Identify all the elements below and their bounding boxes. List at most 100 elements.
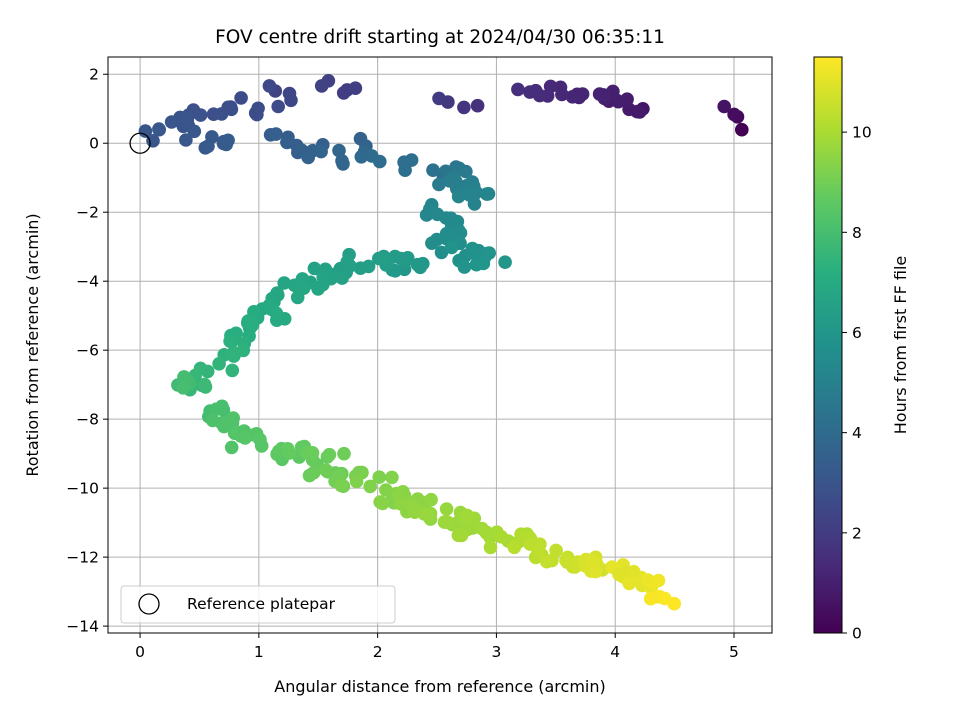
colorbar-tick-label: 0 xyxy=(852,625,862,643)
data-point xyxy=(245,318,260,332)
y-tick-label: −10 xyxy=(66,480,99,498)
data-point xyxy=(424,492,438,507)
data-point xyxy=(466,246,481,260)
data-point xyxy=(394,251,408,266)
plot-frame xyxy=(107,56,773,634)
data-point xyxy=(410,257,425,272)
data-point xyxy=(343,259,357,273)
data-point xyxy=(476,256,491,271)
data-point xyxy=(398,163,412,177)
data-point xyxy=(179,111,194,125)
y-tick-label: −14 xyxy=(66,618,99,636)
y-tick-label: −2 xyxy=(76,204,99,222)
data-point xyxy=(727,107,741,122)
data-point xyxy=(494,530,509,544)
data-point xyxy=(336,86,351,100)
data-point xyxy=(353,261,368,276)
data-point xyxy=(379,483,393,497)
data-point xyxy=(282,446,297,460)
data-point xyxy=(480,187,494,201)
data-point xyxy=(138,124,153,138)
data-point xyxy=(507,540,522,555)
data-point xyxy=(334,478,349,493)
data-point xyxy=(280,135,294,150)
data-point xyxy=(373,154,387,169)
x-tick-label: 2 xyxy=(373,643,383,661)
data-point xyxy=(432,91,446,106)
data-point xyxy=(643,591,658,606)
data-point xyxy=(451,189,466,204)
x-tick-label: 4 xyxy=(610,643,620,661)
data-point xyxy=(205,413,220,428)
data-point xyxy=(234,91,248,105)
data-point xyxy=(434,245,449,260)
data-point xyxy=(565,90,580,104)
data-point xyxy=(301,150,316,165)
data-point xyxy=(193,108,208,122)
x-tick-label: 5 xyxy=(729,643,739,661)
data-point xyxy=(363,479,378,494)
data-point xyxy=(197,377,212,392)
x-axis-label: Angular distance from reference (arcmin) xyxy=(274,677,605,696)
data-point xyxy=(459,164,473,179)
data-point xyxy=(307,261,322,276)
data-point xyxy=(444,240,459,255)
data-point xyxy=(179,133,193,147)
data-point xyxy=(460,508,474,523)
data-point xyxy=(337,446,351,461)
colorbar xyxy=(813,56,843,634)
data-point xyxy=(626,564,641,579)
data-point xyxy=(284,93,298,108)
data-point xyxy=(421,507,436,521)
colorbar-tick-label: 2 xyxy=(852,524,862,542)
x-axis-ticks: 0 1 2 3 4 5 xyxy=(135,633,739,661)
data-point xyxy=(306,465,321,480)
data-point xyxy=(262,79,277,93)
data-point xyxy=(440,515,455,530)
colorbar-ticks: 0 2 4 6 8 10 xyxy=(842,124,872,643)
data-point xyxy=(354,150,369,164)
data-point xyxy=(717,99,731,114)
data-point xyxy=(311,282,325,296)
data-point xyxy=(432,177,446,192)
data-point xyxy=(667,596,681,611)
legend-box xyxy=(120,585,396,624)
colorbar-tick-label: 6 xyxy=(852,324,862,342)
data-point xyxy=(622,102,636,117)
data-point xyxy=(187,124,202,139)
data-point xyxy=(483,540,498,555)
data-point xyxy=(523,85,537,99)
y-tick-label: −6 xyxy=(76,342,99,360)
data-point xyxy=(375,496,390,511)
data-point xyxy=(651,573,666,588)
data-point xyxy=(269,306,284,321)
reference-point xyxy=(129,132,151,154)
data-point xyxy=(250,107,264,122)
data-point xyxy=(426,163,440,177)
data-point xyxy=(377,251,391,265)
x-tick-label: 0 xyxy=(135,643,145,661)
data-point xyxy=(348,81,363,95)
data-point xyxy=(372,470,387,485)
data-point xyxy=(588,564,603,579)
data-point xyxy=(253,432,267,447)
y-tick-label: 2 xyxy=(89,66,99,84)
data-point xyxy=(511,82,525,97)
data-point xyxy=(349,474,364,489)
data-point xyxy=(205,130,219,144)
data-point xyxy=(290,290,305,305)
legend-marker xyxy=(138,593,160,615)
data-point xyxy=(225,363,240,378)
data-point xyxy=(314,144,328,159)
data-point xyxy=(549,543,563,558)
data-point xyxy=(164,115,179,129)
data-point xyxy=(404,153,419,167)
data-point xyxy=(226,345,241,360)
data-point xyxy=(385,470,399,485)
data-point xyxy=(269,127,283,141)
colorbar-tick-label: 8 xyxy=(852,224,862,242)
data-point xyxy=(332,143,346,158)
data-point xyxy=(622,576,636,591)
data-point xyxy=(336,157,350,171)
